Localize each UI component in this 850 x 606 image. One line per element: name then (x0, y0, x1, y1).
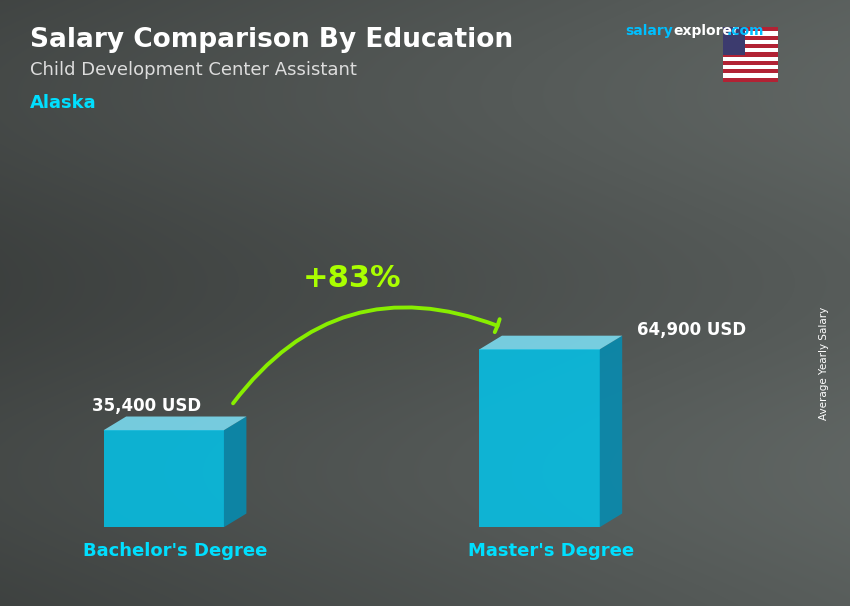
Polygon shape (104, 416, 246, 430)
Bar (722, 61, 778, 65)
Bar (479, 350, 599, 527)
Text: +83%: +83% (303, 264, 401, 293)
Bar (722, 69, 778, 73)
Text: Bachelor's Degree: Bachelor's Degree (82, 542, 267, 561)
Bar (722, 53, 778, 56)
Bar (722, 32, 778, 36)
Text: 64,900 USD: 64,900 USD (638, 321, 746, 339)
Text: Master's Degree: Master's Degree (468, 542, 634, 561)
Text: Alaska: Alaska (30, 94, 96, 112)
Bar (104, 430, 224, 527)
Text: Average Yearly Salary: Average Yearly Salary (819, 307, 829, 420)
Polygon shape (479, 336, 622, 350)
Bar (722, 27, 778, 32)
Text: Child Development Center Assistant: Child Development Center Assistant (30, 61, 357, 79)
Bar (722, 48, 778, 53)
Polygon shape (224, 416, 246, 527)
Text: 35,400 USD: 35,400 USD (93, 396, 201, 415)
Polygon shape (599, 336, 622, 527)
Bar (722, 56, 778, 61)
Text: .com: .com (727, 24, 764, 38)
Text: Salary Comparison By Education: Salary Comparison By Education (30, 27, 513, 53)
Text: explorer: explorer (673, 24, 739, 38)
Bar (722, 65, 778, 69)
Bar (722, 36, 778, 40)
Bar (722, 27, 745, 55)
Bar (722, 44, 778, 48)
Bar (722, 78, 778, 82)
Bar (722, 73, 778, 78)
Text: salary: salary (625, 24, 672, 38)
Bar (722, 40, 778, 44)
